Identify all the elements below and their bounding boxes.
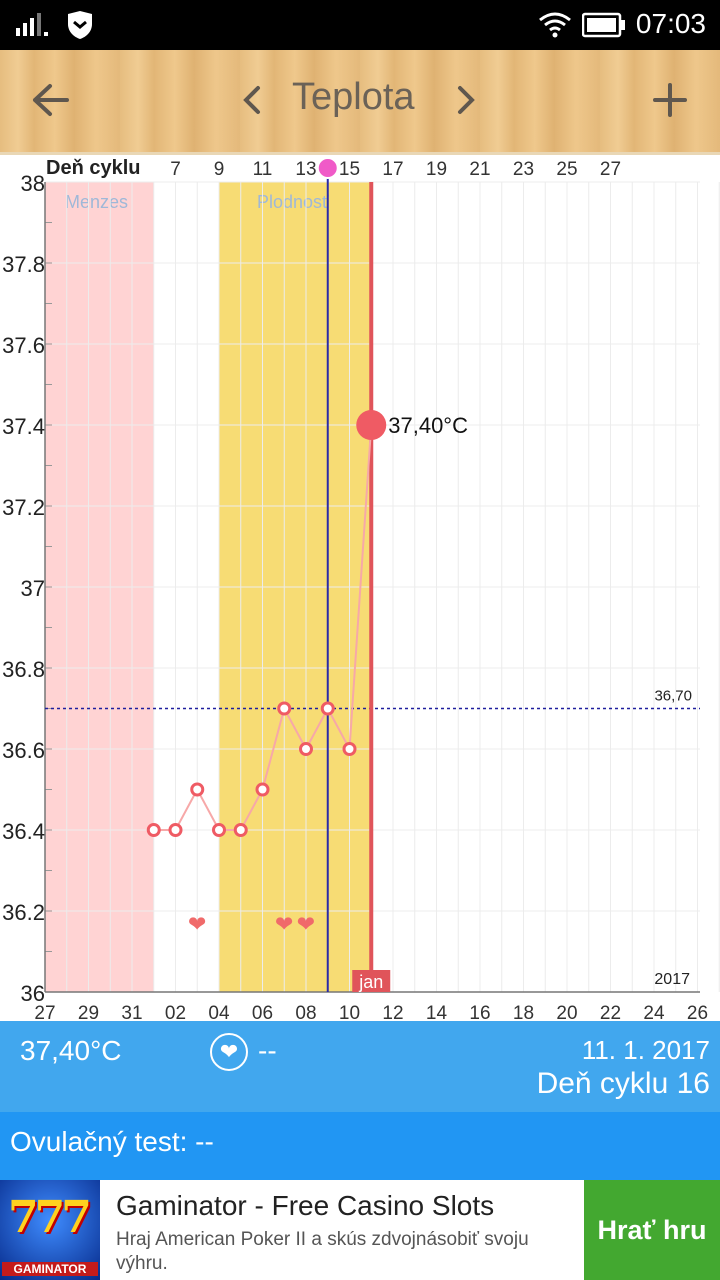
battery-icon	[582, 12, 625, 38]
wifi-icon	[539, 12, 571, 38]
temperature-point	[277, 701, 292, 716]
x-tick-label: 04	[208, 1003, 230, 1021]
temperature-point	[299, 742, 313, 756]
ovulation-marker	[316, 157, 339, 179]
ovulation-test-label: Ovulačný test: --	[10, 1126, 214, 1157]
heart-icon[interactable]: ❤	[210, 1033, 248, 1071]
x-tick-label: 10	[339, 1003, 360, 1021]
x-tick-label: 27	[34, 1003, 55, 1021]
x-tick-label: 16	[469, 1003, 490, 1021]
temperature-point	[212, 823, 226, 837]
menses-label: Menzes	[65, 192, 128, 212]
y-tick-label: 37.2	[2, 495, 45, 520]
x-tick-label: 24	[643, 1003, 665, 1021]
y-tick-label: 38	[21, 171, 45, 196]
x-tick-label: 12	[382, 1003, 403, 1021]
temperature-point	[146, 823, 161, 837]
shield-icon	[68, 11, 92, 39]
y-tick-label: 36.4	[2, 819, 45, 844]
y-tick-label: 37.4	[2, 414, 45, 439]
x-tick-label: 31	[121, 1003, 142, 1021]
ad-icon-sevens: 777	[8, 1192, 92, 1243]
cycle-day-tick-label: 7	[170, 159, 181, 180]
y-tick-label: 37	[21, 576, 45, 601]
app-bar: Teplota	[0, 50, 720, 155]
selected-temperature-point	[356, 410, 387, 440]
cycle-day-tick-label: 27	[600, 159, 621, 180]
ad-cta-button[interactable]: Hrať hru	[584, 1180, 720, 1280]
selected-temperature-label: 37,40°C	[388, 413, 468, 438]
coverline-label: 36,70	[654, 688, 692, 705]
heart-icon: ❤	[275, 912, 293, 937]
cycle-day-axis-label: Deň cyklu	[46, 157, 140, 179]
ad-icon-brand: GAMINATOR	[2, 1262, 98, 1276]
heart-icon: ❤	[297, 912, 315, 937]
ad-title[interactable]: Gaminator - Free Casino Slots	[116, 1190, 495, 1221]
fertile-label: Plodnosť	[257, 192, 329, 212]
x-tick-label: 18	[513, 1003, 534, 1021]
cycle-day: Deň cyklu 16	[536, 1067, 710, 1100]
x-tick-label: 29	[78, 1003, 99, 1021]
clock: 07:03	[635, 8, 706, 39]
x-tick-label: 22	[600, 1003, 621, 1021]
temperature-point	[320, 701, 335, 716]
x-tick-label: 06	[252, 1003, 273, 1021]
y-tick-label: 37.6	[2, 333, 45, 358]
selected-date: 11. 1. 2017	[581, 1035, 710, 1065]
cycle-day-tick-label: 13	[295, 159, 316, 180]
page-title: Teplota	[292, 76, 415, 118]
plus-icon[interactable]	[652, 82, 688, 118]
cycle-day-tick-label: 17	[382, 159, 403, 180]
x-tick-label: 26	[687, 1003, 708, 1021]
cycle-day-tick-label: 23	[513, 159, 534, 180]
chevron-left-icon[interactable]	[240, 84, 264, 116]
status-bar: 07:03	[0, 0, 720, 50]
intercourse-value: --	[258, 1035, 277, 1066]
arrow-left-icon[interactable]	[30, 82, 70, 118]
temperature-point	[255, 782, 270, 797]
y-tick-label: 36.8	[2, 657, 45, 682]
temperature-chart[interactable]: Menzes Plodnosť 38 37.8 37.6 37.4 37.2 37 36.8 3…	[0, 155, 720, 1021]
heart-icon: ❤	[188, 912, 206, 937]
x-tick-label: 14	[426, 1003, 448, 1021]
cycle-day-tick-label: 11	[253, 159, 273, 180]
temperature-point	[190, 782, 205, 797]
ad-description: Hraj American Poker II a skús zdvojnásob…	[116, 1229, 529, 1274]
ad-banner[interactable]: 777 GAMINATOR Gaminator - Free Casino Sl…	[0, 1180, 720, 1280]
month-tag-label: jan	[358, 972, 383, 992]
ovulation-test[interactable]: Ovulačný test: --	[0, 1112, 720, 1180]
cycle-day-tick-label: 15	[339, 159, 360, 180]
cycle-day-tick-label: 21	[469, 159, 490, 180]
x-tick-label: 08	[295, 1003, 316, 1021]
y-tick-label: 37.8	[2, 252, 45, 277]
cycle-day-tick-label: 25	[556, 159, 577, 180]
chevron-right-icon[interactable]	[454, 84, 478, 116]
cycle-day-tick-label: 9	[214, 159, 225, 180]
x-tick-label: 02	[165, 1003, 186, 1021]
selected-day-info[interactable]: 37,40°C ❤ -- 11. 1. 2017 Deň cyklu 16	[0, 1021, 720, 1112]
year-label: 2017	[654, 971, 690, 988]
y-tick-label: 36	[21, 981, 45, 1006]
month-tag	[352, 970, 391, 992]
y-tick-label: 36.2	[2, 900, 45, 925]
signal-icon	[16, 13, 48, 36]
selected-temperature: 37,40°C	[20, 1035, 122, 1066]
ad-app-icon[interactable]: 777 GAMINATOR	[0, 1180, 100, 1280]
temperature-point	[342, 742, 357, 756]
x-tick-label: 20	[556, 1003, 577, 1021]
temperature-point	[233, 823, 248, 837]
cycle-day-tick-label: 19	[426, 159, 447, 180]
temperature-point	[168, 823, 183, 837]
y-tick-label: 36.6	[2, 738, 45, 763]
